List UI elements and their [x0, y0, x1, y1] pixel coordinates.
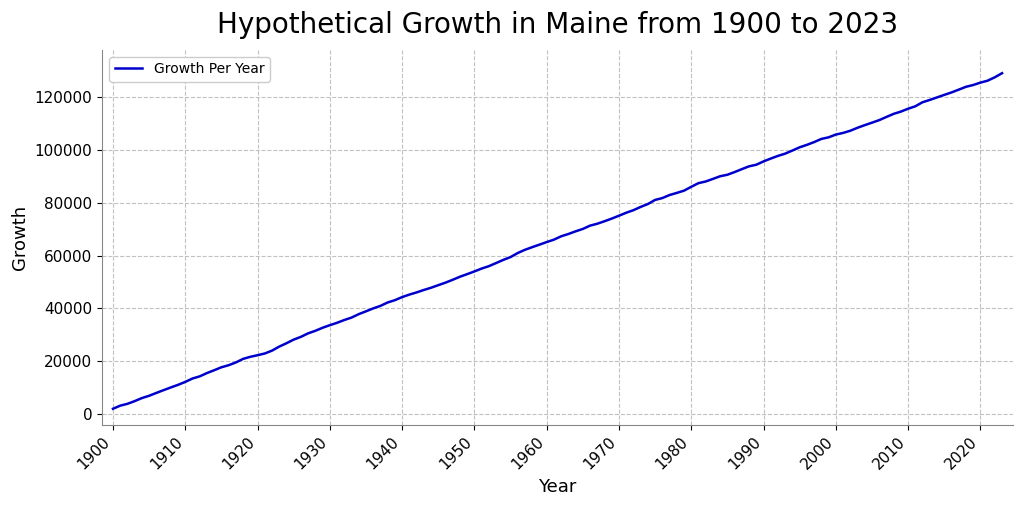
Growth Per Year — [621, 210, 633, 216]
Legend: Growth Per Year: Growth Per Year — [110, 57, 269, 82]
Growth Per Year — [367, 305, 379, 311]
Growth Per Year — [273, 344, 286, 350]
Growth Per Year — [989, 74, 1001, 80]
Growth Per Year — [114, 403, 126, 409]
Line: Growth Per Year: Growth Per Year — [113, 73, 1002, 409]
Growth Per Year — [165, 384, 177, 390]
Y-axis label: Growth: Growth — [11, 205, 29, 270]
Growth Per Year — [106, 406, 119, 412]
Growth Per Year — [996, 70, 1009, 76]
Title: Hypothetical Growth in Maine from 1900 to 2023: Hypothetical Growth in Maine from 1900 t… — [217, 11, 898, 39]
X-axis label: Year: Year — [539, 478, 577, 496]
